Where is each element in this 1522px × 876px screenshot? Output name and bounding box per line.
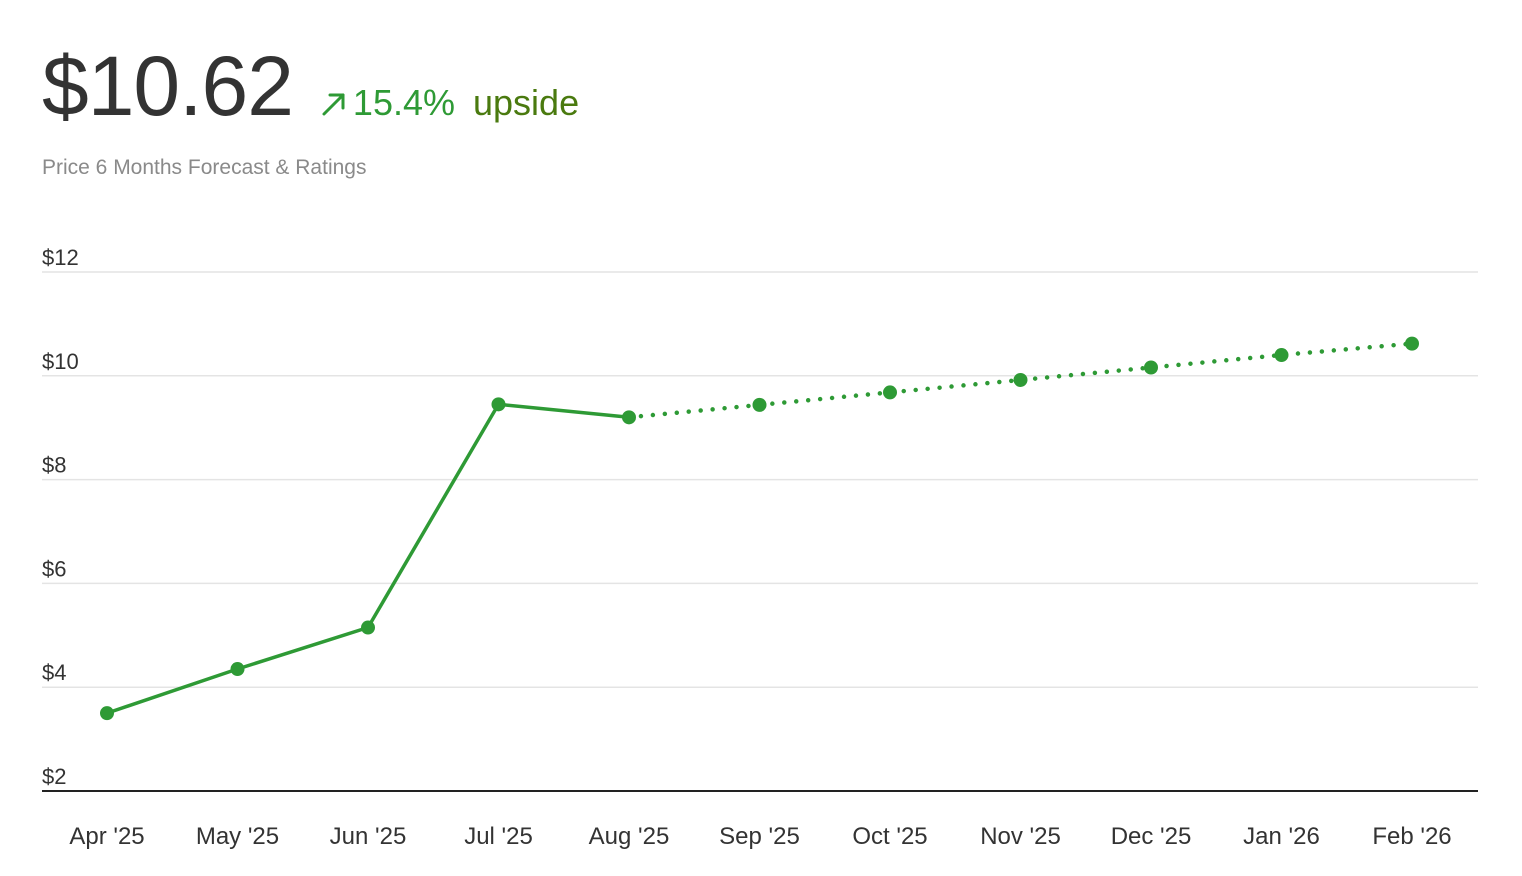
x-tick-label: Feb '26	[1372, 823, 1451, 850]
y-tick-label: $4	[42, 660, 66, 685]
x-tick-label: Oct '25	[852, 823, 927, 850]
x-tick-label: Apr '25	[69, 823, 144, 850]
data-point	[622, 410, 636, 425]
data-point	[1013, 372, 1028, 387]
x-tick-label: Jul '25	[464, 823, 533, 850]
arrow-up-right-icon	[322, 93, 345, 116]
y-tick-label: $6	[42, 556, 66, 581]
data-point	[1144, 360, 1158, 375]
x-tick-label: Nov '25	[980, 823, 1061, 850]
x-tick-label: Aug '25	[589, 823, 670, 850]
x-tick-label: May '25	[196, 823, 279, 850]
x-tick-label: Dec '25	[1111, 823, 1192, 850]
change-indicator: 15.4%	[321, 82, 455, 124]
x-tick-label: Sep '25	[719, 823, 800, 850]
y-tick-label: $12	[42, 245, 79, 270]
y-tick-label: $10	[42, 349, 79, 374]
change-label: upside	[473, 82, 580, 123]
x-tick-label: Jan '26	[1243, 823, 1320, 850]
history-line	[105, 402, 631, 715]
change-percent: 15.4%	[352, 82, 455, 123]
chart-subtitle: Price 6 Months Forecast & Ratings	[42, 156, 367, 179]
forecast-price: $10.62	[42, 39, 294, 133]
data-point	[230, 662, 245, 677]
data-point	[100, 706, 114, 721]
y-tick-label: $2	[42, 764, 66, 789]
data-point	[883, 385, 897, 400]
data-point	[491, 397, 506, 412]
data-point	[1274, 348, 1289, 363]
price-header: $10.62 15.4% upside	[42, 44, 579, 128]
data-point	[1405, 336, 1419, 351]
data-point	[752, 397, 767, 412]
x-tick-label: Jun '25	[330, 823, 407, 850]
y-tick-label: $8	[42, 453, 66, 478]
data-point	[361, 620, 375, 635]
